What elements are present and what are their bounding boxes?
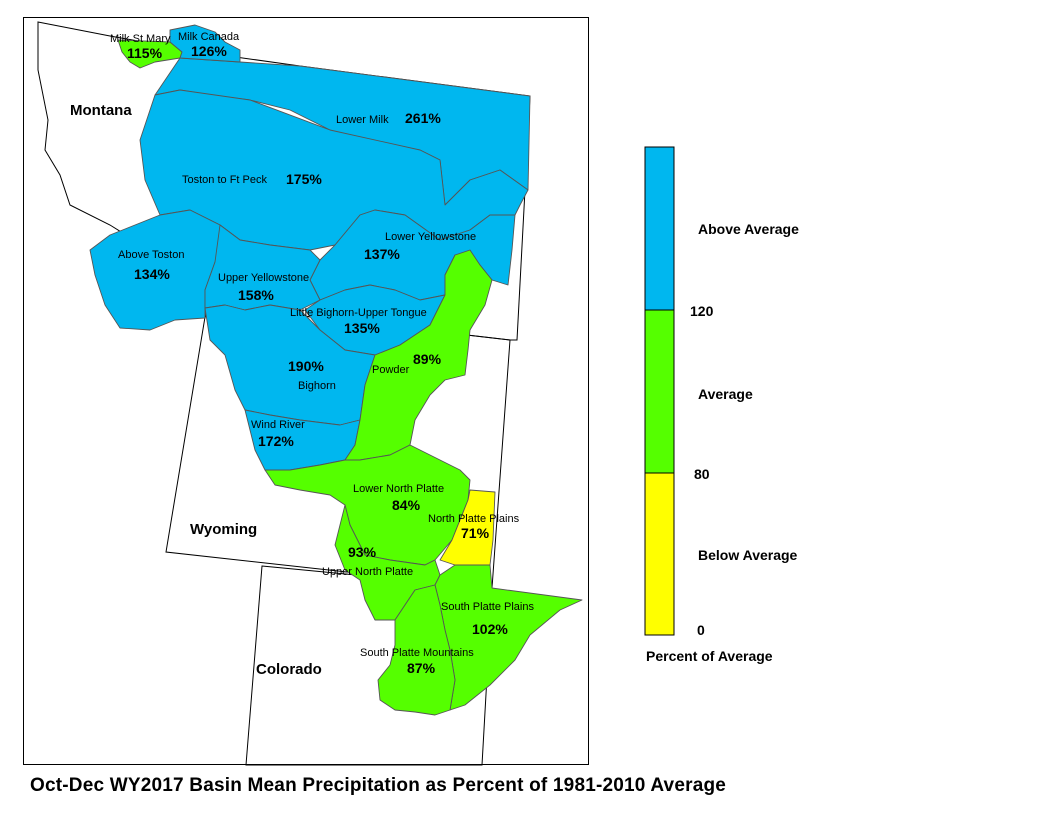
basin-name-milk-st-mary: Milk St Mary bbox=[110, 33, 171, 45]
basin-name-wind-river: Wind River bbox=[251, 419, 305, 431]
legend-label-average: Average bbox=[698, 386, 753, 402]
basin-pct-lower-north-platte: 84% bbox=[392, 497, 421, 513]
state-label-montana: Montana bbox=[70, 102, 132, 119]
basin-pct-lower-yellowstone: 137% bbox=[364, 246, 400, 262]
state-labels: Montana Wyoming Colorado bbox=[70, 102, 322, 678]
basin-pct-milk-canada: 126% bbox=[191, 43, 227, 59]
basin-pct-bighorn: 190% bbox=[288, 358, 324, 374]
legend-label-above: Above Average bbox=[698, 221, 799, 237]
state-label-wyoming: Wyoming bbox=[190, 521, 257, 538]
legend-label-below: Below Average bbox=[698, 547, 798, 563]
legend-tick-80: 80 bbox=[694, 466, 710, 482]
state-label-colorado: Colorado bbox=[256, 661, 322, 678]
basin-name-upper-yellowstone: Upper Yellowstone bbox=[218, 272, 309, 284]
basin-powder bbox=[344, 249, 493, 461]
basin-name-south-platte-plains: South Platte Plains bbox=[441, 601, 534, 613]
basin-name-south-platte-mountains: South Platte Mountains bbox=[360, 647, 474, 659]
basin-name-milk-canada: Milk Canada bbox=[178, 31, 240, 43]
legend-caption: Percent of Average bbox=[646, 648, 773, 664]
legend-swatch-above bbox=[644, 146, 675, 311]
basin-labels: Milk St Mary 115% Milk Canada 126% Lower… bbox=[110, 31, 534, 676]
basin-pct-milk-st-mary: 115% bbox=[127, 45, 163, 61]
basin-north-platte-plains bbox=[439, 489, 496, 566]
basin-name-lower-yellowstone: Lower Yellowstone bbox=[385, 231, 476, 243]
basin-pct-south-platte-mountains: 87% bbox=[407, 660, 436, 676]
basin-pct-upper-north-platte: 93% bbox=[348, 544, 377, 560]
basin-name-north-platte-plains: North Platte Plains bbox=[428, 513, 520, 525]
basin-name-toston-to-ft-peck: Toston to Ft Peck bbox=[182, 174, 267, 186]
basin-pct-above-toston: 134% bbox=[134, 266, 170, 282]
basin-pct-toston-to-ft-peck: 175% bbox=[286, 171, 322, 187]
basin-name-above-toston: Above Toston bbox=[118, 249, 184, 261]
basin-south-platte-mountains bbox=[377, 584, 456, 716]
basin-pct-powder: 89% bbox=[413, 351, 442, 367]
basin-milk-canada bbox=[169, 24, 241, 63]
legend-tick-120: 120 bbox=[690, 303, 714, 319]
legend-colorbar bbox=[644, 146, 675, 636]
basin-name-lower-milk: Lower Milk bbox=[336, 114, 389, 126]
basin-name-powder: Powder bbox=[372, 364, 410, 376]
legend-swatch-average bbox=[644, 309, 675, 474]
legend-tick-0: 0 bbox=[697, 622, 705, 638]
basin-pct-wind-river: 172% bbox=[258, 433, 294, 449]
basin-name-upper-north-platte: Upper North Platte bbox=[322, 566, 413, 578]
basin-pct-north-platte-plains: 71% bbox=[461, 525, 490, 541]
basin-name-bighorn: Bighorn bbox=[298, 380, 336, 392]
basin-name-little-bighorn-upper-tongue: Little Bighorn-Upper Tongue bbox=[290, 307, 427, 319]
basin-name-lower-north-platte: Lower North Platte bbox=[353, 483, 444, 495]
basin-pct-lower-milk: 261% bbox=[405, 110, 441, 126]
legend-swatch-below bbox=[644, 472, 675, 636]
basin-south-platte-plains bbox=[434, 564, 583, 711]
basin-pct-upper-yellowstone: 158% bbox=[238, 287, 274, 303]
basin-pct-south-platte-plains: 102% bbox=[472, 621, 508, 637]
map-title: Oct-Dec WY2017 Basin Mean Precipitation … bbox=[30, 775, 727, 796]
basin-pct-little-bighorn-upper-tongue: 135% bbox=[344, 320, 380, 336]
